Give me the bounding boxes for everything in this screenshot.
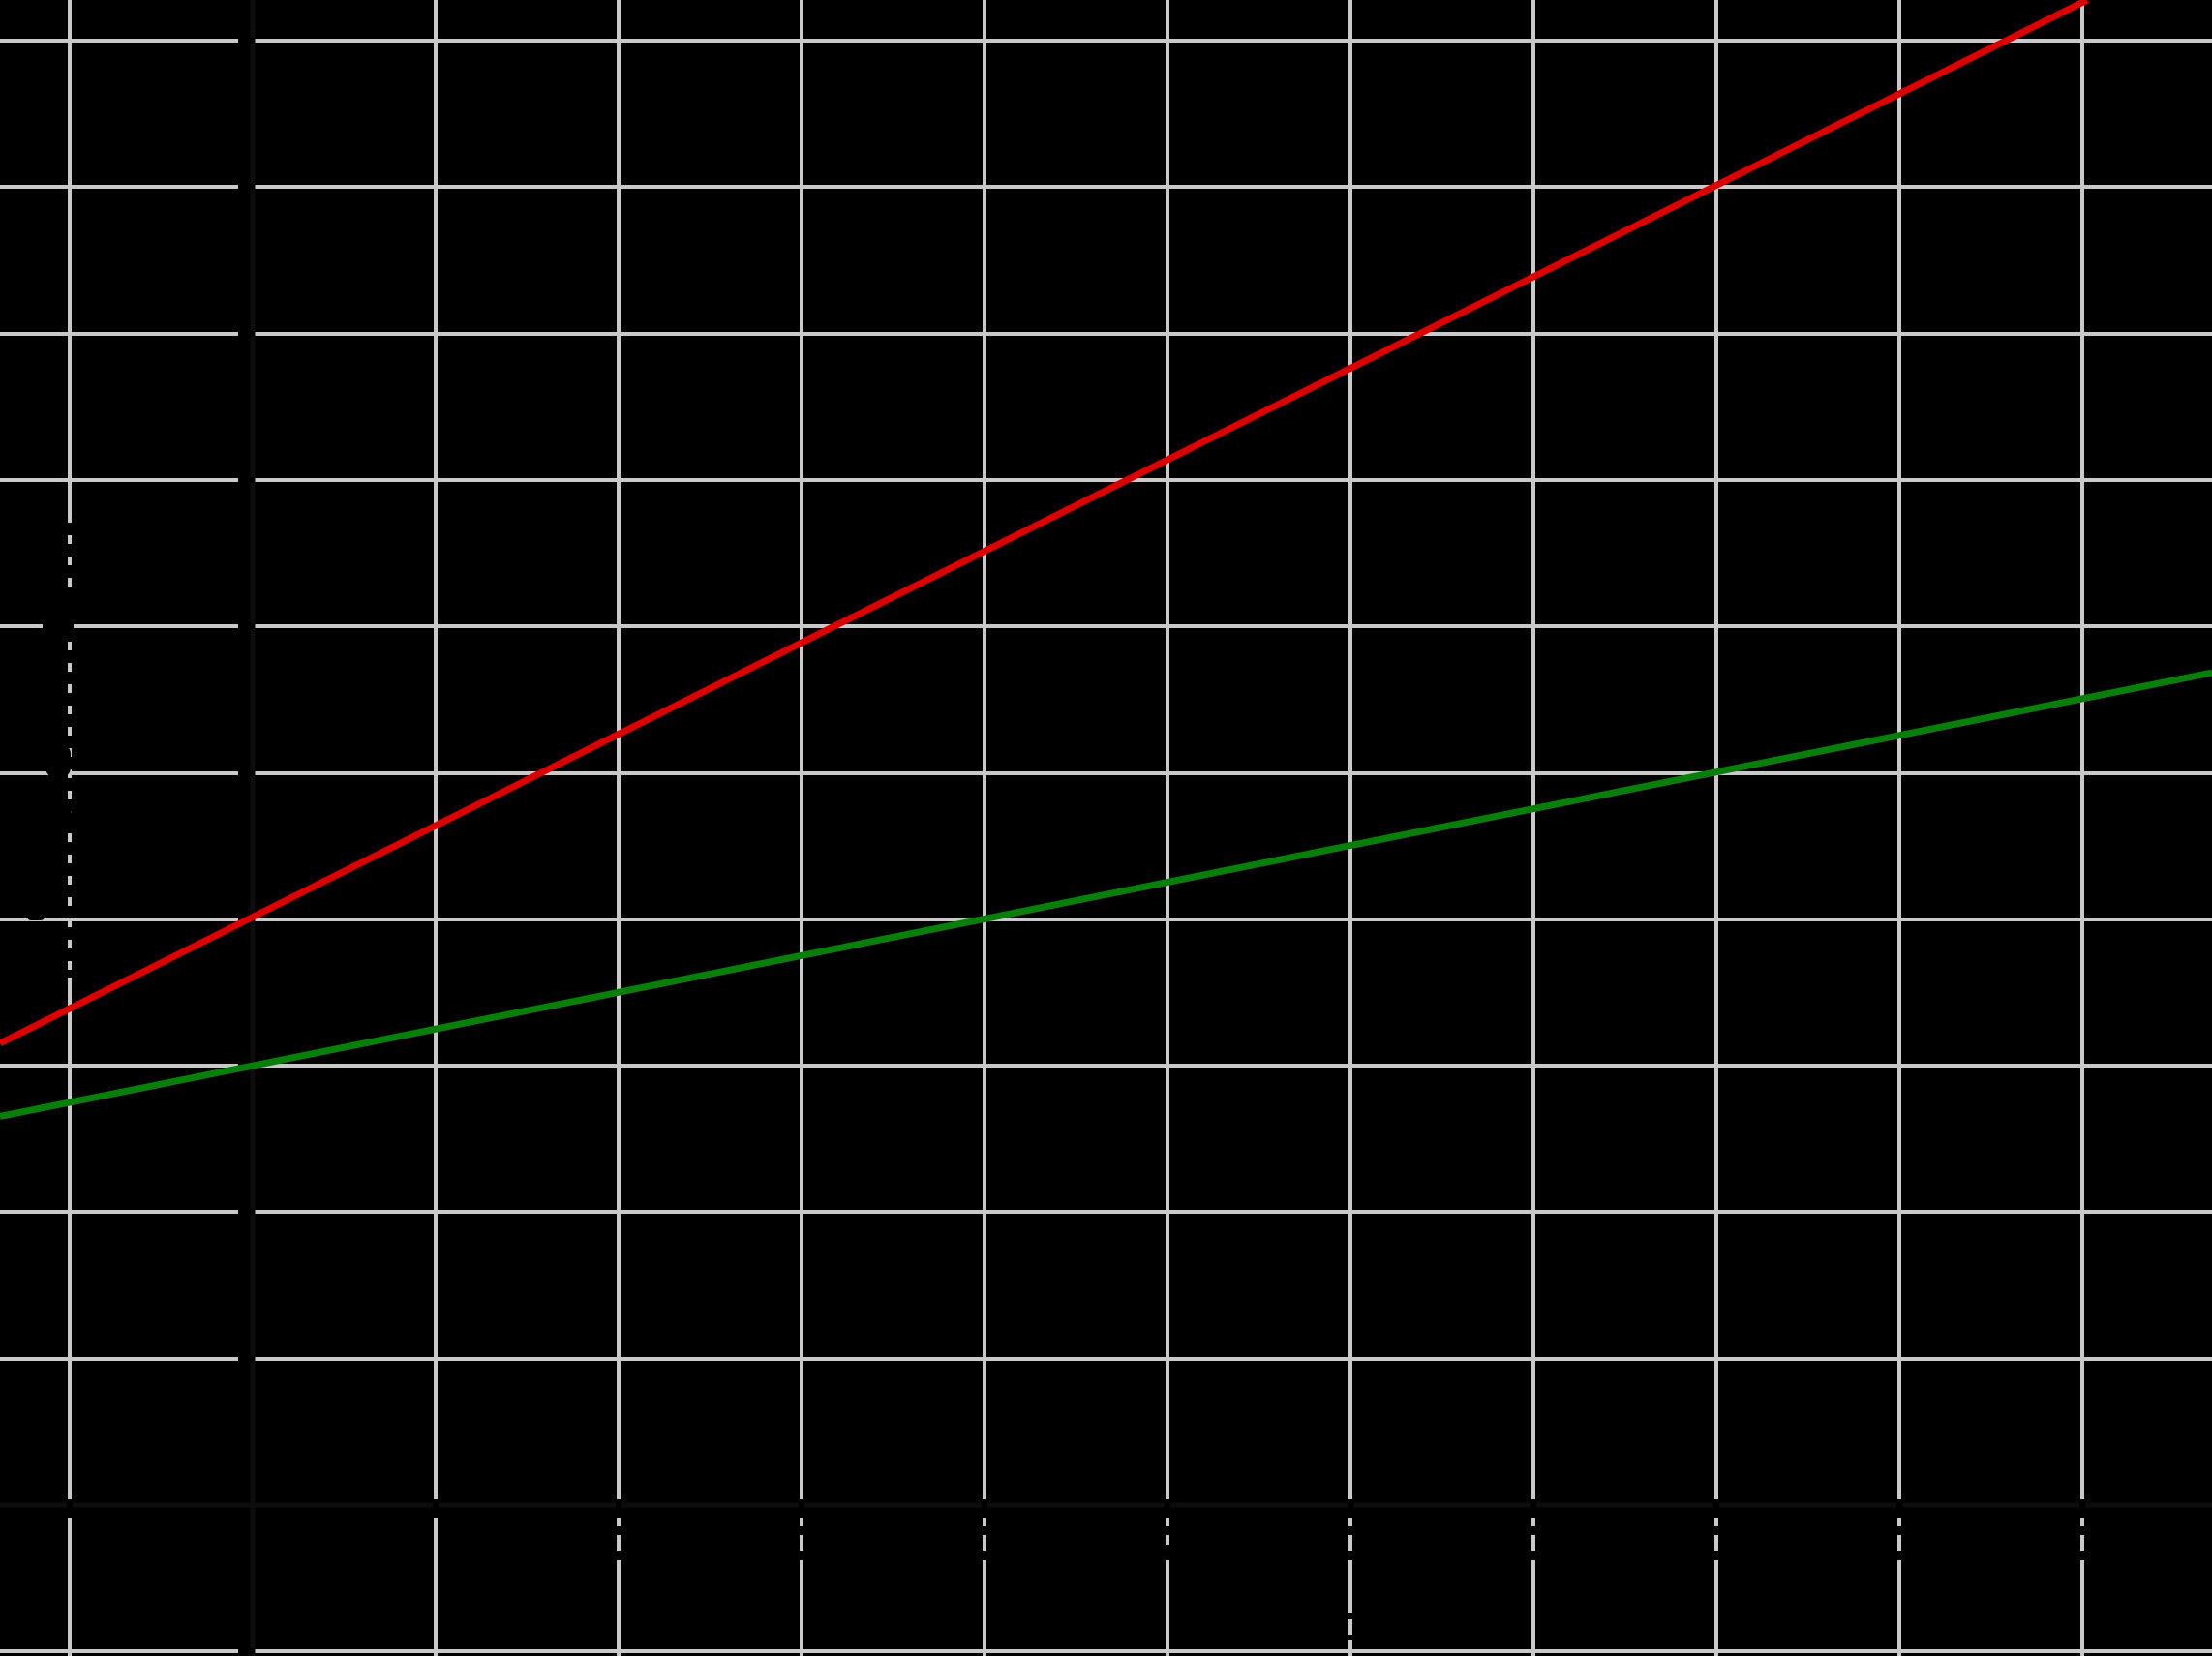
y-axis-tick — [238, 770, 255, 776]
x-axis-tick — [1165, 1499, 1170, 1518]
x-axis-tick — [2079, 1499, 2085, 1518]
tick-label-fragment — [797, 1526, 806, 1535]
green-line[interactable] — [0, 669, 2212, 1120]
x-axis-tick — [1348, 1499, 1353, 1518]
x-axis-tick — [982, 1499, 987, 1518]
y-axis-tick — [238, 184, 255, 190]
y-axis-tick — [238, 1648, 255, 1654]
x-axis-tick — [1530, 1499, 1536, 1518]
y-axis-tick — [238, 38, 255, 44]
x-axis-tick — [433, 1499, 439, 1518]
tick-label-fragment — [1529, 1551, 1538, 1560]
tick-label-fragment — [2077, 1551, 2087, 1560]
x-axis-tick — [1896, 1499, 1902, 1518]
tick-label-fragment — [1346, 1551, 1355, 1560]
tick-label-fragment — [1346, 1526, 1355, 1535]
guide-label-fragment — [50, 809, 74, 834]
x-axis-tick — [799, 1499, 804, 1518]
tick-label-fragment — [2077, 1526, 2087, 1535]
x-axis-tick — [1713, 1499, 1719, 1518]
tick-label-fragment — [797, 1551, 806, 1560]
guide-label-fragment — [27, 911, 45, 920]
y-axis-tick — [238, 477, 255, 483]
tick-label-fragment — [1894, 1526, 1904, 1535]
guide-label-fragment — [45, 743, 71, 778]
guide-label-fragment — [43, 592, 74, 641]
y-axis-tick — [238, 623, 255, 629]
tick-label-fragment — [1712, 1551, 1721, 1560]
x-axis-tick — [67, 1499, 73, 1518]
y-axis-tick — [238, 1209, 255, 1215]
x-axis-tick — [616, 1499, 621, 1518]
tick-label-fragment — [1163, 1526, 1172, 1535]
tick-label-fragment — [1346, 1613, 1356, 1619]
tick-label-fragment — [1894, 1551, 1904, 1560]
tick-label-fragment — [1163, 1545, 1173, 1558]
tick-label-fragment — [980, 1526, 989, 1535]
tick-label-fragment — [614, 1551, 623, 1560]
tick-label-fragment — [1346, 1635, 1356, 1640]
tick-label-fragment — [614, 1526, 623, 1535]
y-axis-tick — [238, 1356, 255, 1362]
y-axis-tick — [238, 331, 255, 337]
tick-label-fragment — [1529, 1526, 1538, 1535]
tick-label-fragment — [980, 1551, 989, 1560]
tick-label-fragment — [1712, 1526, 1721, 1535]
red-line[interactable] — [0, 0, 2089, 1047]
